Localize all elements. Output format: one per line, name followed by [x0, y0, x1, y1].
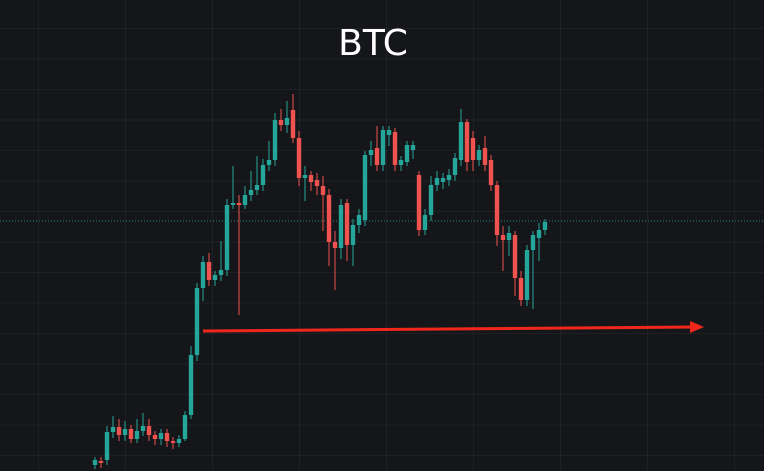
candle-body — [374, 148, 380, 165]
candle-body — [488, 160, 494, 185]
candle-body — [392, 132, 398, 165]
candle-body — [398, 160, 404, 165]
candle-body — [188, 355, 194, 415]
candle-body — [170, 441, 176, 443]
candle-body — [266, 160, 272, 165]
candle-body — [260, 165, 266, 185]
candle-body — [386, 130, 392, 135]
candle-body — [464, 122, 470, 162]
candle-body — [500, 235, 506, 240]
candle-body — [416, 175, 422, 230]
candle-body — [452, 158, 458, 175]
candle-body — [104, 432, 110, 460]
candle-body — [434, 178, 440, 185]
candle-body — [512, 235, 518, 278]
candle-body — [368, 150, 374, 155]
candle-body — [422, 215, 428, 230]
candle-body — [530, 235, 536, 250]
candle-body — [242, 195, 248, 205]
candle-body — [212, 275, 218, 280]
candle-body — [92, 460, 98, 465]
candle-body — [116, 427, 122, 435]
candle-body — [428, 185, 434, 215]
candle-body — [164, 433, 170, 441]
candle-body — [476, 150, 482, 160]
candle-body — [98, 461, 104, 463]
candle-body — [494, 185, 500, 235]
candle-body — [254, 185, 260, 190]
candle-body — [200, 262, 206, 288]
candle-body — [524, 250, 530, 300]
candle-body — [326, 195, 332, 242]
candle-body — [470, 138, 476, 160]
arrow-line — [202, 325, 695, 333]
candle-body — [140, 426, 146, 431]
candle-body — [350, 225, 356, 245]
candle-body — [320, 186, 326, 195]
candle-body — [272, 120, 278, 160]
candle-body — [296, 138, 302, 178]
candle-body — [110, 427, 116, 432]
candle-body — [410, 145, 416, 150]
candle-body — [536, 230, 542, 238]
candle-body — [176, 439, 182, 443]
candle-body — [404, 145, 410, 162]
candle-body — [518, 278, 524, 300]
candle-body — [302, 175, 308, 178]
candle-body — [152, 435, 158, 439]
arrow-head — [690, 321, 704, 333]
candle-body — [506, 233, 512, 240]
candle-body — [224, 205, 230, 270]
candle-body — [308, 175, 314, 182]
candle-body — [236, 203, 242, 205]
candle-body — [446, 175, 452, 180]
candle-body — [146, 426, 152, 435]
candle-body — [182, 415, 188, 439]
candle-body — [290, 110, 296, 138]
candle-body — [122, 429, 128, 435]
candle-body — [332, 242, 338, 248]
candle-body — [356, 215, 362, 225]
candle-body — [128, 429, 134, 439]
candle-body — [206, 262, 212, 280]
candle-body — [458, 122, 464, 160]
candle-body — [278, 120, 284, 125]
candle-body — [362, 155, 368, 220]
arrow-annotation — [202, 321, 704, 333]
candle-body — [248, 190, 254, 195]
candle-body — [542, 222, 548, 230]
candle-body — [194, 288, 200, 355]
candle-body — [338, 205, 344, 248]
candle-body — [482, 148, 488, 165]
candle-body — [440, 178, 446, 182]
candle-body — [230, 203, 236, 205]
candles — [0, 94, 764, 469]
candle-body — [380, 130, 386, 165]
candle-body — [158, 433, 164, 439]
candle-body — [344, 203, 350, 245]
chart-title: BTC — [338, 23, 408, 64]
candle-body — [134, 431, 140, 439]
candle-body — [284, 118, 290, 125]
candle-body — [314, 180, 320, 186]
candle-body — [218, 270, 224, 275]
